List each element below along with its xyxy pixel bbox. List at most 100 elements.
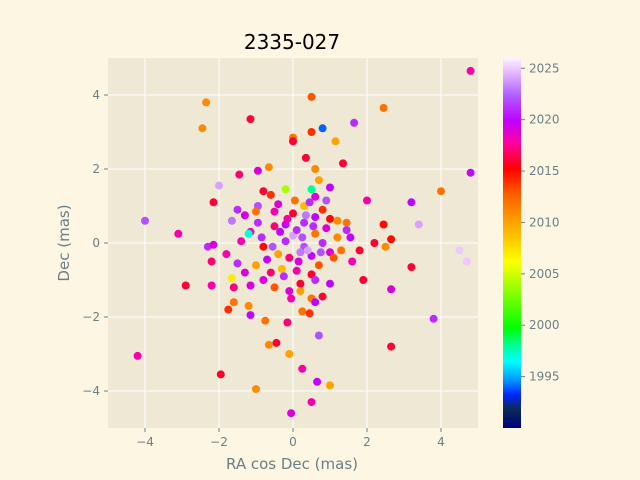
colorbar-ticks: 1995 2000 2005 2010 2015 2020 2025: [521, 61, 560, 384]
data-point-134: [301, 211, 310, 220]
data-point-123: [307, 398, 316, 407]
y-tick-label-2: 0: [92, 236, 100, 250]
data-point-105: [224, 305, 233, 314]
data-point-3: [202, 98, 211, 107]
data-point-67: [355, 246, 364, 255]
data-point-19: [314, 176, 323, 185]
data-point-29: [407, 198, 416, 207]
data-point-80: [407, 263, 416, 272]
data-point-15: [311, 165, 320, 173]
data-point-16: [253, 166, 262, 175]
data-point-94: [229, 283, 238, 292]
data-point-0: [466, 66, 475, 75]
data-point-127: [276, 227, 285, 236]
data-point-147: [253, 218, 262, 227]
data-point-21: [326, 183, 334, 192]
data-point-60: [237, 237, 246, 246]
axis-ticks: −4 −2 0 2 4 −4 −2 0 2 4: [82, 88, 445, 449]
data-point-46: [414, 220, 423, 229]
data-point-118: [298, 364, 307, 373]
data-point-104: [244, 301, 253, 310]
data-point-74: [285, 253, 294, 262]
data-point-37: [289, 209, 297, 218]
colorbar-tick-label-6: 2025: [529, 61, 560, 75]
data-point-17: [235, 170, 244, 179]
data-point-28: [363, 196, 371, 205]
data-point-136: [316, 248, 325, 257]
data-point-24: [437, 187, 445, 196]
data-point-70: [274, 250, 283, 259]
data-point-58: [387, 235, 396, 244]
data-point-92: [246, 281, 255, 290]
data-point-39: [311, 213, 320, 222]
colorbar-tick-label-2: 2005: [529, 267, 560, 281]
data-point-95: [270, 283, 279, 292]
data-point-128: [303, 246, 312, 255]
data-point-66: [259, 242, 268, 251]
data-point-146: [337, 246, 346, 255]
data-point-4: [246, 115, 255, 124]
data-point-44: [141, 216, 149, 225]
data-point-107: [305, 309, 314, 318]
data-point-76: [462, 257, 471, 266]
data-point-82: [292, 266, 301, 275]
data-point-52: [244, 229, 253, 238]
data-point-38: [240, 211, 249, 220]
data-point-83: [240, 268, 249, 277]
data-point-18: [466, 168, 475, 177]
data-point-93: [326, 279, 334, 288]
data-point-97: [387, 285, 396, 294]
data-point-71: [222, 250, 231, 259]
data-point-75: [348, 257, 357, 266]
data-point-25: [259, 187, 268, 196]
data-point-12: [301, 153, 310, 162]
chart-title: 2335-027: [244, 30, 340, 54]
data-point-5: [350, 118, 359, 127]
data-point-11: [331, 137, 340, 146]
data-point-8: [198, 124, 207, 133]
colorbar-tick-label-0: 1995: [529, 370, 560, 384]
data-point-124: [287, 409, 296, 418]
data-point-114: [264, 340, 273, 349]
data-point-130: [294, 257, 303, 266]
data-point-142: [296, 248, 305, 257]
x-tick-label-4: 4: [437, 435, 445, 449]
data-point-50: [342, 226, 351, 235]
data-point-98: [285, 287, 294, 296]
data-point-33: [233, 205, 242, 214]
data-point-7: [307, 128, 316, 136]
data-point-81: [277, 264, 286, 273]
y-tick-label-0: −4: [82, 384, 100, 398]
data-point-2: [379, 103, 388, 112]
data-point-64: [381, 242, 390, 251]
x-tick-label-1: −2: [210, 435, 228, 449]
data-point-100: [318, 292, 327, 301]
data-point-122: [252, 385, 260, 394]
data-point-43: [227, 216, 236, 225]
data-point-34: [318, 205, 327, 214]
data-point-117: [133, 351, 142, 360]
colorbar-tick-label-3: 2010: [529, 215, 560, 229]
data-point-45: [379, 220, 388, 229]
x-tick-label-2: 0: [289, 435, 297, 449]
data-point-137: [257, 233, 266, 242]
data-point-119: [216, 370, 225, 379]
data-point-111: [261, 316, 270, 325]
data-point-89: [296, 279, 305, 288]
data-point-91: [207, 281, 216, 290]
data-point-27: [311, 192, 320, 201]
data-point-78: [233, 259, 242, 268]
data-point-14: [264, 163, 273, 172]
data-point-35: [270, 207, 279, 216]
data-point-131: [270, 222, 279, 231]
data-point-106: [298, 307, 307, 316]
data-point-103: [311, 298, 320, 307]
data-point-49: [322, 224, 331, 233]
data-point-79: [314, 261, 323, 270]
data-point-57: [346, 233, 355, 242]
data-point-55: [174, 229, 183, 238]
data-point-62: [209, 240, 218, 249]
data-point-88: [359, 276, 368, 284]
data-point-125: [292, 226, 301, 235]
